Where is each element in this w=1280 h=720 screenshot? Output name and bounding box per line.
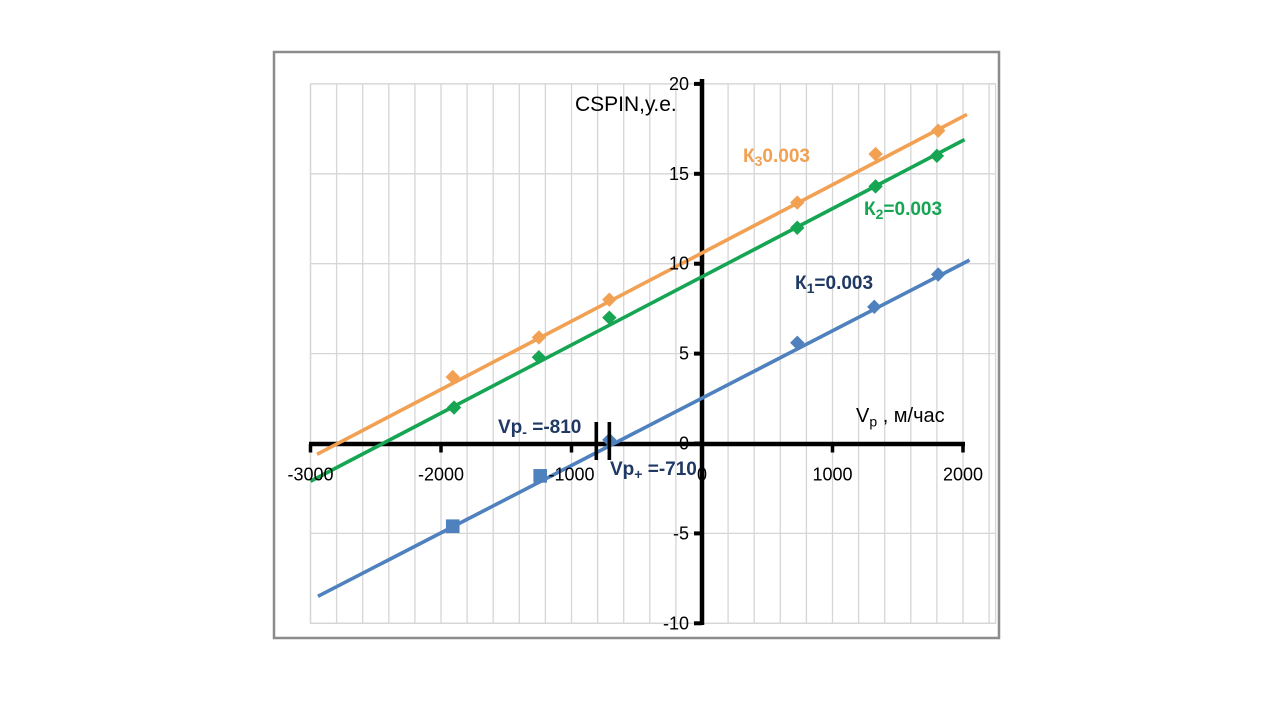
y-tick-label: 20: [669, 74, 689, 94]
data-point-diamond: [931, 267, 946, 282]
axes: [308, 79, 965, 626]
y-tick-label: -10: [663, 613, 689, 633]
annotations: [594, 422, 612, 460]
data-point-diamond: [531, 330, 547, 345]
trend-line-k1: [317, 258, 971, 598]
x-tick-label: 2000: [943, 465, 983, 485]
y-tick-label: 15: [669, 164, 689, 184]
y-tick-label: 0: [679, 434, 689, 454]
data-point-square: [445, 519, 460, 534]
trend-line-k3: [316, 112, 968, 456]
data-point-diamond: [790, 220, 805, 235]
series-group: [309, 112, 971, 598]
chart-title: CSPIN,у.е.: [575, 93, 677, 116]
data-point-diamond: [931, 123, 946, 138]
series-k3: [316, 112, 968, 456]
x-axis-title: Vp , м/час: [856, 405, 945, 429]
series-k1: [317, 258, 971, 598]
data-point-diamond: [446, 400, 462, 415]
plot-area-border: [309, 83, 997, 624]
data-point-diamond: [790, 195, 805, 210]
tick-labels: -3000 -2000 -1000 0 1000 2000 20 15 10 5 0 -5 -10: [287, 74, 983, 633]
x-tick-label: 0: [697, 465, 707, 485]
x-tick-label: -1000: [548, 465, 594, 485]
data-point-diamond: [868, 179, 883, 194]
chart-frame: [272, 50, 1001, 640]
x-tick-label: 1000: [812, 465, 852, 485]
data-point-diamond: [867, 299, 882, 315]
data-point-diamond: [868, 146, 883, 162]
data-point-diamond: [929, 148, 945, 164]
x-tick-label: -3000: [287, 465, 333, 485]
data-point-square: [533, 469, 547, 483]
data-point-diamond: [531, 349, 547, 365]
data-point-diamond: [790, 335, 805, 351]
y-tick-label: 10: [669, 254, 689, 274]
trend-line-k2: [309, 138, 966, 483]
data-point-diamond: [602, 310, 617, 325]
series-label-k1: К1=0.003: [795, 273, 873, 296]
y-tick-label: 5: [679, 344, 689, 364]
series-label-k2: К2=0.003: [864, 199, 942, 222]
data-point-diamond: [445, 369, 460, 385]
gridlines: [309, 83, 997, 624]
labels: CSPIN,у.е. Vp , м/час К30.003 К2=0.003 К1=0.…: [498, 93, 945, 482]
data-point-diamond: [602, 292, 617, 307]
annotation-vp-minus: Vp- =-810: [498, 417, 581, 440]
y-tick-label: -5: [673, 523, 689, 543]
x-tick-label: -2000: [418, 465, 464, 485]
series-label-k3: К30.003: [743, 146, 810, 169]
annotation-vp-plus: Vp+ =-710: [610, 459, 697, 482]
series-k2: [309, 138, 966, 483]
